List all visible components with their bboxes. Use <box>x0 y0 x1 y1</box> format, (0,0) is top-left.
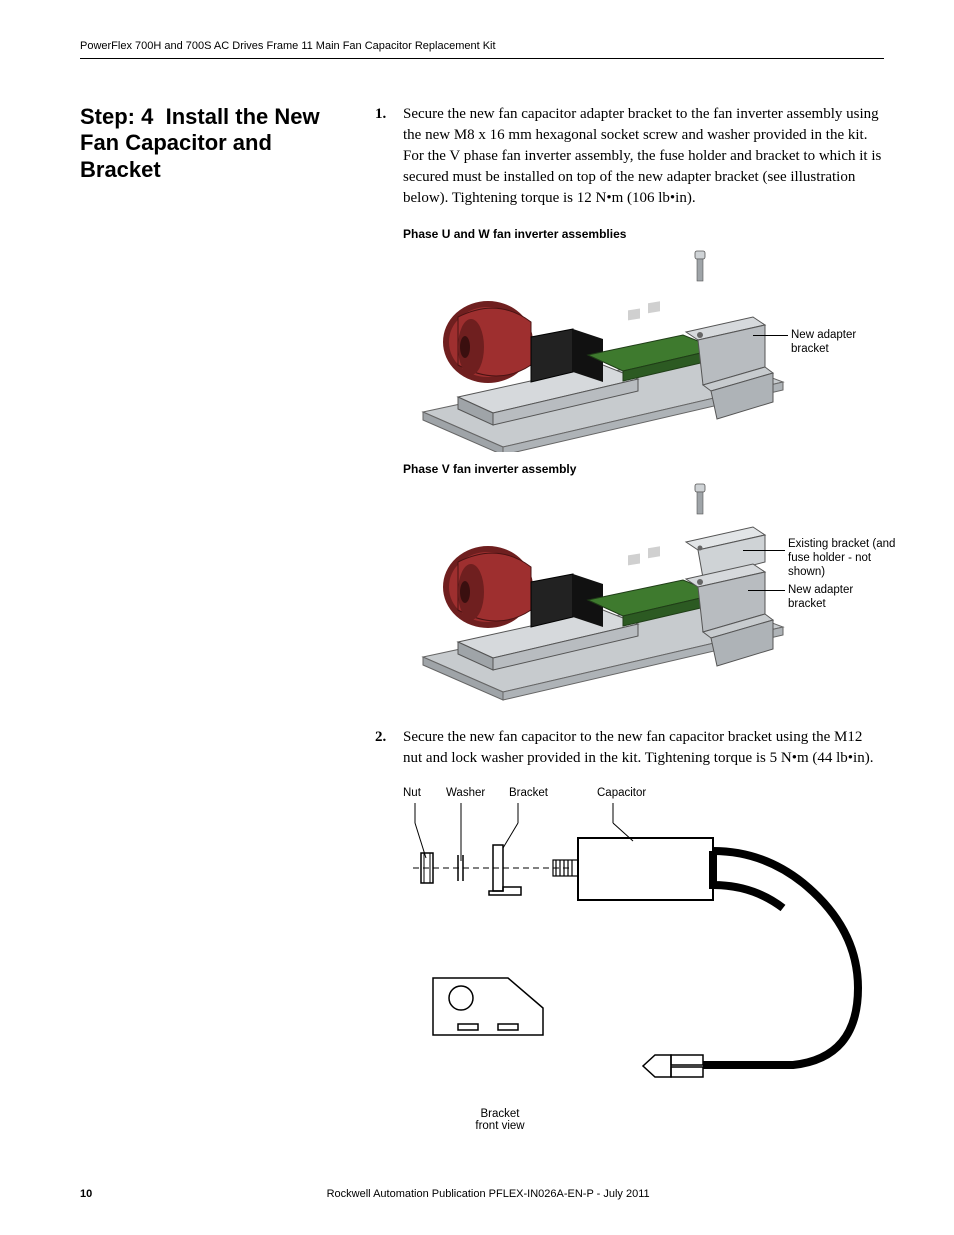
figure-caption: Phase V fan inverter assembly <box>403 462 884 476</box>
step-heading: Step: 4 Install the New Fan Capacitor an… <box>80 104 345 1132</box>
figure-phase-uw: Phase U and W fan inverter assemblies <box>403 227 884 452</box>
part-labels-row: Nut Washer Bracket Capacitor <box>403 787 884 799</box>
figure-phase-v: Phase V fan inverter assembly <box>403 462 884 707</box>
label-bracket-front-view: Bracket front view <box>465 1108 535 1132</box>
figure-caption: Phase U and W fan inverter assemblies <box>403 227 884 241</box>
running-header: PowerFlex 700H and 700S AC Drives Frame … <box>80 40 884 59</box>
instruction-text: Secure the new fan capacitor to the new … <box>403 727 884 769</box>
callout-adapter-v: New adapter bracket <box>788 584 883 612</box>
instruction-1: 1. Secure the new fan capacitor adapter … <box>375 104 884 209</box>
instruction-text: Secure the new fan capacitor adapter bra… <box>403 104 884 209</box>
label-bracket: Bracket <box>509 787 554 799</box>
label-washer: Washer <box>446 787 491 799</box>
instruction-2: 2. Secure the new fan capacitor to the n… <box>375 727 884 769</box>
instruction-num: 1. <box>375 104 393 209</box>
figure-exploded: Bracket front view <box>403 803 884 1132</box>
label-nut: Nut <box>403 787 428 799</box>
page-number: 10 <box>80 1188 92 1200</box>
page-footer: 10 Rockwell Automation Publication PFLEX… <box>80 1188 884 1200</box>
callout-existing: Existing bracket (and fuse holder - not … <box>788 538 898 579</box>
publication-info: Rockwell Automation Publication PFLEX-IN… <box>92 1188 884 1200</box>
step-number: Step: 4 <box>80 104 153 129</box>
instruction-num: 2. <box>375 727 393 769</box>
label-capacitor: Capacitor <box>597 787 652 799</box>
callout-adapter: New adapter bracket <box>791 329 883 357</box>
